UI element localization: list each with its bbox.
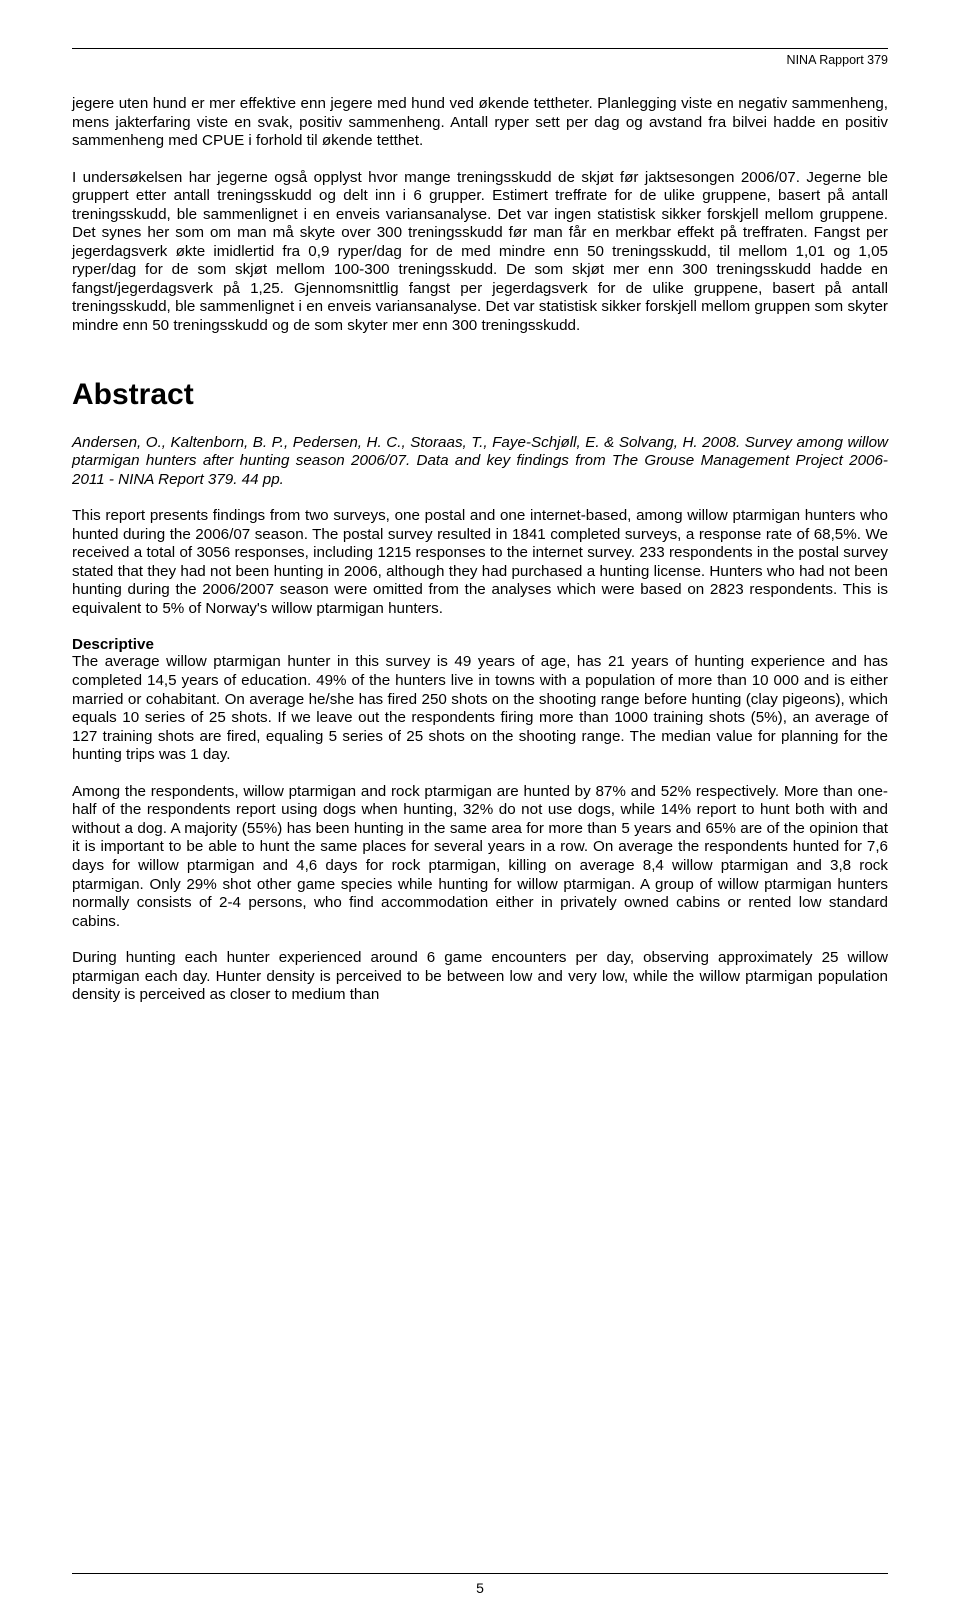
paragraph-norwegian-2: I undersøkelsen har jegerne også opplyst… (72, 169, 888, 336)
abstract-paragraph-1: This report presents findings from two s… (72, 507, 888, 618)
abstract-heading: Abstract (72, 378, 888, 412)
page-container: NINA Rapport 379 jegere uten hund er mer… (0, 0, 960, 1618)
abstract-citation: Andersen, O., Kaltenborn, B. P., Pederse… (72, 434, 888, 490)
page-number: 5 (0, 1580, 960, 1596)
descriptive-subheading: Descriptive (72, 636, 888, 653)
abstract-paragraph-4: During hunting each hunter experienced a… (72, 949, 888, 1005)
header-rule (72, 48, 888, 49)
abstract-paragraph-3: Among the respondents, willow ptarmigan … (72, 783, 888, 931)
footer-rule (72, 1573, 888, 1574)
paragraph-norwegian-1: jegere uten hund er mer effektive enn je… (72, 95, 888, 151)
abstract-paragraph-descriptive: The average willow ptarmigan hunter in t… (72, 653, 888, 764)
header-report-label: NINA Rapport 379 (72, 53, 888, 67)
